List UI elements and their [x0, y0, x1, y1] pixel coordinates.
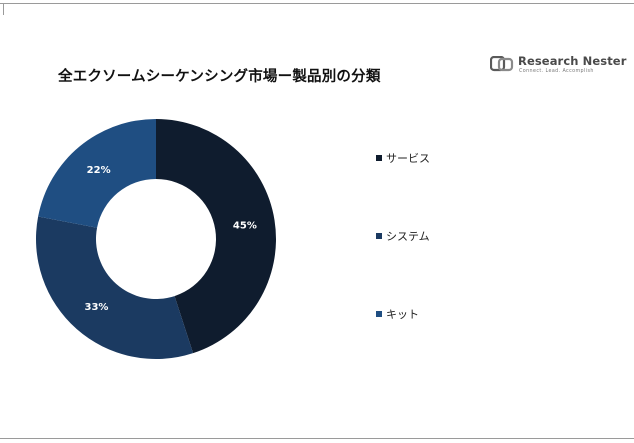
- donut-slice-3: [38, 119, 156, 228]
- legend-item-1: サービス: [376, 150, 430, 166]
- donut-slice-1: [156, 119, 276, 354]
- logo-tagline: Connect. Lead. Accomplish: [519, 69, 594, 74]
- legend-swatch-3: [376, 311, 382, 317]
- legend-label-2: システム: [386, 230, 430, 243]
- legend-item-2: システム: [376, 228, 430, 244]
- logo-name: Research Nester: [518, 54, 627, 68]
- frame-bottom-border: [0, 438, 634, 439]
- legend-item-3: キット: [376, 306, 419, 322]
- legend-label-3: キット: [386, 308, 419, 321]
- frame-left-tick: [3, 3, 4, 15]
- research-nester-logo-icon: [490, 56, 514, 72]
- data-label-3: 22%: [87, 165, 111, 176]
- frame-top-border: [0, 3, 634, 4]
- data-label-2: 33%: [85, 302, 109, 313]
- legend-label-1: サービス: [386, 152, 430, 165]
- chart-title: 全エクソームシーケンシング市場ー製品別の分類: [58, 69, 381, 85]
- data-label-1: 45%: [233, 220, 257, 231]
- legend-swatch-1: [376, 155, 382, 161]
- research-nester-logo: Research Nester Connect. Lead. Accomplis…: [490, 54, 626, 78]
- donut-slice-2: [36, 216, 194, 359]
- legend-swatch-2: [376, 233, 382, 239]
